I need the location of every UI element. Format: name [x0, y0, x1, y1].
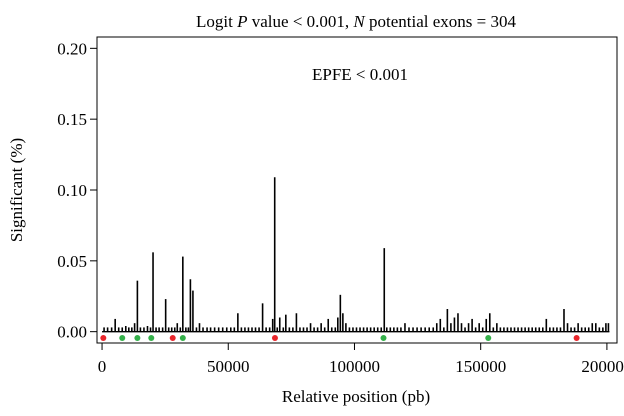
title-middle: value < 0.001,	[248, 12, 354, 31]
y-tick-label-0: 0.00	[57, 323, 87, 342]
x-axis-label: Relative position (pb)	[282, 387, 430, 406]
bar-series	[102, 177, 610, 333]
exon-marker-5	[179, 335, 186, 342]
exon-marker-8	[485, 335, 492, 342]
x-tick-label-3: 150000	[455, 357, 506, 376]
x-tick-label-1: 50000	[207, 357, 250, 376]
y-tick-label-4: 0.20	[57, 39, 87, 58]
y-tick-label-3: 0.15	[57, 110, 87, 129]
x-tick-label-2: 100000	[329, 357, 380, 376]
chart-title: Logit P value < 0.001, N potential exons…	[196, 12, 516, 31]
epfe-annotation: EPFE < 0.001	[312, 65, 408, 84]
exon-markers	[100, 335, 580, 342]
exon-marker-0	[100, 335, 107, 342]
title-p-symbol: P	[236, 12, 247, 31]
exon-marker-6	[271, 335, 278, 342]
y-axis-label: Significant (%)	[7, 138, 26, 242]
title-n-symbol: N	[352, 12, 366, 31]
exon-marker-2	[134, 335, 141, 342]
x-tick-label-0: 0	[98, 357, 107, 376]
title-suffix: potential exons = 304	[365, 12, 517, 31]
exon-marker-3	[148, 335, 155, 342]
exon-marker-4	[169, 335, 176, 342]
title-prefix: Logit	[196, 12, 237, 31]
y-axis: 0.00 0.05 0.10 0.15 0.20	[57, 39, 97, 342]
exon-marker-7	[380, 335, 387, 342]
exon-marker-1	[119, 335, 126, 342]
y-tick-label-1: 0.05	[57, 252, 87, 271]
exon-marker-9	[573, 335, 580, 342]
y-tick-label-2: 0.10	[57, 181, 87, 200]
